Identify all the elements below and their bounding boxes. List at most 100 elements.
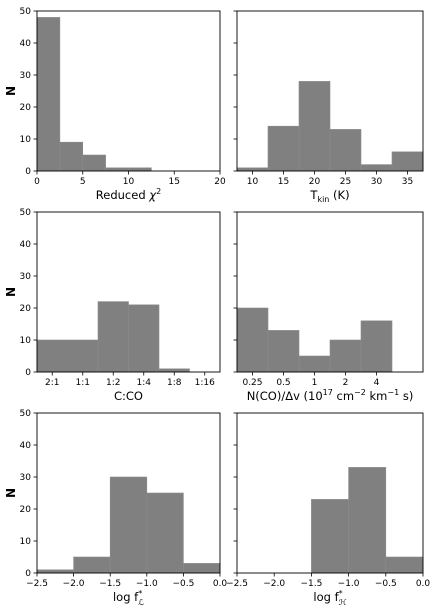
x-tick-label: −1.0 bbox=[338, 579, 360, 589]
histogram-bar bbox=[329, 129, 362, 172]
plot-frame bbox=[36, 412, 221, 574]
panel-ncodv: 0.25 0.5 1 2 4N(CO)/Δv (1017 cm−2 km−1 s) bbox=[233, 211, 424, 403]
x-tick-label: −2.0 bbox=[263, 579, 285, 589]
x-tick-label: −1.5 bbox=[300, 579, 322, 589]
y-tick-label: 50 bbox=[20, 7, 32, 17]
histogram-bar bbox=[158, 368, 190, 373]
x-tick-label: 0.0 bbox=[416, 579, 431, 589]
x-tick-label: 1:1 bbox=[76, 378, 90, 388]
histogram-bar bbox=[360, 164, 393, 172]
x-tick-label: −2.5 bbox=[226, 579, 248, 589]
histogram-bar bbox=[105, 167, 129, 172]
histogram-bar bbox=[97, 301, 129, 373]
x-axis-title: Reduced χ2 bbox=[96, 187, 161, 202]
y-axis-title: N bbox=[4, 488, 18, 498]
x-tick-label: 2:1 bbox=[45, 378, 59, 388]
x-tick-label: −2.5 bbox=[26, 579, 48, 589]
x-tick-label: 5 bbox=[80, 177, 86, 187]
x-tick-label: 1:16 bbox=[195, 378, 215, 388]
histogram-bar bbox=[298, 81, 331, 172]
y-tick-label: 10 bbox=[20, 537, 32, 547]
x-tick-label: 4 bbox=[374, 378, 380, 388]
y-axis-title: N bbox=[4, 86, 18, 96]
plot-frame bbox=[236, 412, 424, 574]
y-axis-title: N bbox=[4, 287, 18, 297]
y-tick-label: 30 bbox=[20, 71, 32, 81]
histogram-bar bbox=[36, 17, 61, 172]
x-axis-title: C:CO bbox=[114, 389, 143, 403]
histogram-bar bbox=[183, 563, 221, 574]
histogram-bar bbox=[236, 307, 269, 373]
panel-logfH: −2.5 −2.0 −1.5 −1.0 −0.5 0.0 log f* ℋ bbox=[226, 412, 431, 607]
x-tick-label: 0.0 bbox=[213, 579, 228, 589]
x-tick-label: −0.5 bbox=[375, 579, 397, 589]
plot-frame bbox=[236, 10, 424, 172]
x-tick-label: 30 bbox=[371, 177, 383, 187]
histogram-bar bbox=[267, 330, 300, 373]
histogram-bar bbox=[267, 125, 300, 172]
x-tick-label: 10 bbox=[123, 177, 135, 187]
x-tick-label: −1.5 bbox=[99, 579, 121, 589]
x-tick-label: 15 bbox=[278, 177, 289, 187]
y-tick-label: 0 bbox=[25, 368, 31, 378]
histogram-bar bbox=[329, 339, 362, 373]
panel-cco: 0 10 20 30 40 50 2:1 1:1 1:2 1:4 1:8 1:16 C:CO N bbox=[4, 208, 221, 403]
histogram-bar bbox=[109, 476, 148, 574]
x-axis-title: log f* ℋ bbox=[313, 589, 346, 607]
histogram-bar bbox=[59, 141, 84, 172]
x-tick-label: −0.5 bbox=[172, 579, 194, 589]
x-tick-label: 1 bbox=[312, 378, 318, 388]
histogram-bar bbox=[348, 467, 387, 574]
x-tick-label: 20 bbox=[309, 177, 321, 187]
x-tick-label: 20 bbox=[214, 177, 226, 187]
y-tick-label: 20 bbox=[20, 505, 32, 515]
histogram-bar bbox=[385, 556, 424, 574]
x-tick-label: 1:2 bbox=[106, 378, 120, 388]
y-tick-label: 0 bbox=[25, 167, 31, 177]
panel-chi2: 0 10 20 30 40 50 0 5 10 15 20 Reduced χ2 N bbox=[4, 7, 226, 202]
x-tick-label: 10 bbox=[247, 177, 259, 187]
histogram-bar bbox=[36, 569, 74, 574]
x-tick-label: −2.0 bbox=[63, 579, 85, 589]
x-tick-label: 0 bbox=[34, 177, 40, 187]
x-tick-label: −1.0 bbox=[136, 579, 158, 589]
y-tick-label: 30 bbox=[20, 272, 32, 282]
histogram-bar bbox=[360, 320, 393, 373]
histogram-bar bbox=[298, 355, 331, 373]
y-tick-label: 40 bbox=[20, 240, 32, 250]
x-tick-label: 0.25 bbox=[242, 378, 262, 388]
x-tick-label: 0.5 bbox=[276, 378, 290, 388]
histogram-bar bbox=[236, 167, 269, 172]
histogram-bar bbox=[82, 154, 106, 172]
plot-frame bbox=[236, 211, 424, 373]
x-tick-label: 35 bbox=[402, 177, 413, 187]
x-axis-title: Tkin (K) bbox=[309, 188, 349, 204]
y-tick-label: 10 bbox=[20, 135, 32, 145]
y-tick-label: 40 bbox=[20, 441, 32, 451]
y-tick-label: 10 bbox=[20, 336, 32, 346]
y-tick-label: 50 bbox=[20, 409, 32, 419]
histogram-bar bbox=[128, 167, 152, 172]
histogram-bar bbox=[146, 492, 184, 574]
x-tick-label: 15 bbox=[169, 177, 180, 187]
x-axis-title: N(CO)/Δv (1017 cm−2 km−1 s) bbox=[247, 388, 414, 403]
histogram-bar bbox=[36, 339, 99, 373]
histogram-bar bbox=[311, 499, 349, 574]
x-tick-label: 2 bbox=[343, 378, 349, 388]
histogram-bar bbox=[73, 556, 111, 574]
x-axis-title: log f* ℒ bbox=[113, 589, 144, 607]
y-tick-label: 30 bbox=[20, 473, 32, 483]
histogram-bar bbox=[391, 151, 424, 172]
panel-tkin: 10 15 20 25 30 35 Tkin (K) bbox=[233, 10, 424, 204]
y-tick-label: 20 bbox=[20, 103, 32, 113]
x-tick-label: 1:4 bbox=[137, 378, 152, 388]
plot-frame bbox=[36, 211, 221, 373]
y-tick-label: 50 bbox=[20, 208, 32, 218]
y-tick-label: 40 bbox=[20, 39, 32, 49]
y-tick-label: 20 bbox=[20, 304, 32, 314]
panel-logfL: 0 10 20 30 40 50 −2.5 −2.0 −1.5 −1.0 −0.5 0.0 log f*… bbox=[4, 409, 227, 607]
x-tick-label: 25 bbox=[340, 177, 351, 187]
y-tick-label: 0 bbox=[25, 569, 31, 579]
x-tick-label: 1:8 bbox=[167, 378, 182, 388]
